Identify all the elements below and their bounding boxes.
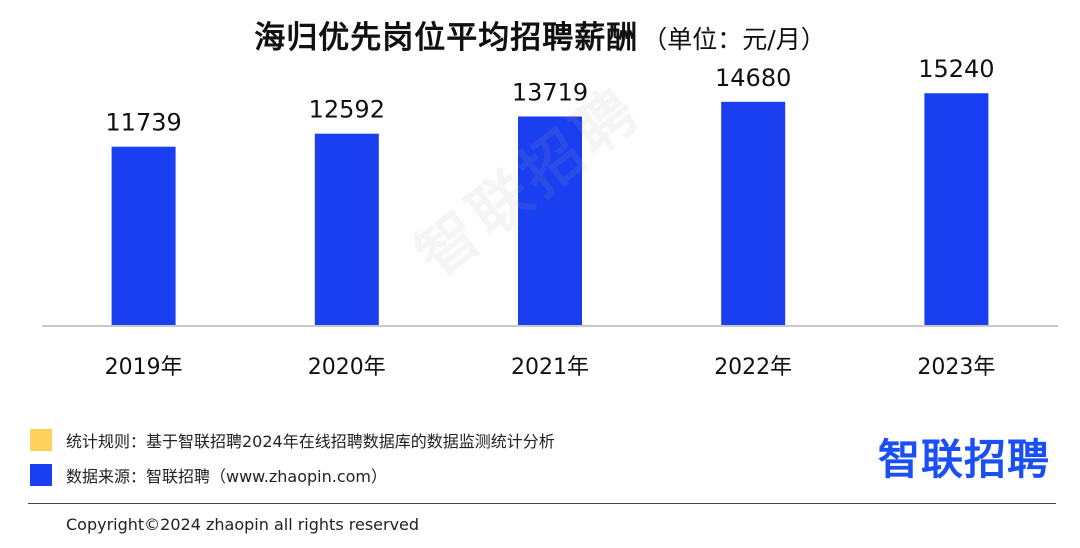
data-label-2021年: 13719: [512, 78, 588, 106]
chart-title-main: 海归优先岗位平均招聘薪酬: [254, 20, 639, 56]
bar-chart: 11739 2019年 12592 2020年 13719 2021年 14680 2022年…: [42, 55, 1058, 380]
bar-2022年: [721, 101, 786, 327]
bar-2021年: [518, 116, 582, 327]
data-label-2020年: 12592: [309, 96, 385, 124]
x-tick-label-2019年: 2019年: [105, 355, 183, 380]
legend-rule-text: 统计规则：基于智联招聘2024年在线招聘数据库的数据监测统计分析: [66, 432, 555, 451]
legend-source-text: 数据来源：智联招聘（www.zhaopin.com）: [66, 467, 388, 486]
legend-swatch-source: [30, 464, 52, 486]
legend-item-source: 数据来源：智联招聘（www.zhaopin.com）: [30, 463, 387, 487]
bar-2023年: [924, 93, 989, 326]
bar-2019年: [111, 146, 176, 326]
footer-divider: [28, 503, 1056, 504]
x-tick-label-2023年: 2023年: [917, 355, 995, 380]
data-label-2023年: 15240: [918, 55, 994, 83]
data-label-2022年: 14680: [715, 64, 791, 92]
chart-title: 海归优先岗位平均招聘薪酬 （单位：元/月）: [0, 12, 1080, 57]
x-tick-label-2022年: 2022年: [714, 355, 792, 380]
legend-swatch-rule: [30, 429, 52, 451]
x-tick-label-2020年: 2020年: [308, 355, 386, 380]
chart-title-unit: （单位：元/月）: [642, 25, 826, 54]
x-tick-label-2021年: 2021年: [511, 355, 589, 380]
data-label-2019年: 11739: [105, 109, 181, 137]
legend-item-rule: 统计规则：基于智联招聘2024年在线招聘数据库的数据监测统计分析: [30, 428, 555, 452]
bar-2020年: [314, 133, 379, 326]
brand-logo: 智联招聘: [877, 435, 1050, 484]
copyright-text: Copyright©2024 zhaopin all rights reserv…: [66, 515, 420, 534]
